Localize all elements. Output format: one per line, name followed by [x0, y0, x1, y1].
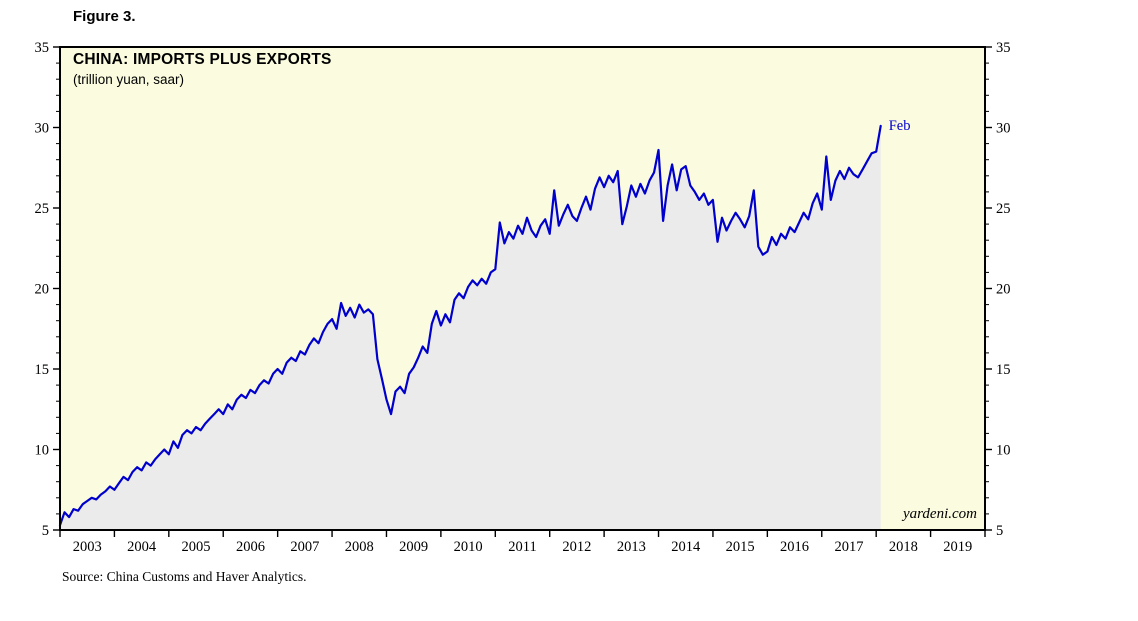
x-tick-label: 2014 [671, 539, 701, 555]
x-tick-label: 2016 [780, 539, 809, 555]
x-tick-label: 2007 [290, 539, 319, 555]
y-tick-label: 20 [996, 282, 1011, 298]
figure-label: Figure 3. [73, 8, 136, 25]
x-tick-label: 2010 [454, 539, 483, 555]
x-tick-label: 2015 [726, 539, 755, 555]
series-line [58, 124, 882, 527]
chart-title: CHINA: IMPORTS PLUS EXPORTS [73, 51, 332, 68]
x-tick-label: 2013 [617, 539, 646, 555]
y-tick-label: 25 [35, 201, 50, 217]
y-tick-label: 15 [35, 362, 50, 378]
y-tick-label: 35 [996, 40, 1011, 56]
x-tick-label: 2011 [508, 539, 536, 555]
x-tick-label: 2009 [399, 539, 428, 555]
y-tick-label: 25 [996, 201, 1011, 217]
y-tick-label: 5 [42, 523, 49, 539]
x-axis: 2003 2004 2005 2006 2007 2008 2009 2010 2011 2012… [59, 530, 986, 555]
x-tick-label: 2017 [834, 539, 863, 555]
y-tick-label: 15 [996, 362, 1011, 378]
x-tick-label: 2006 [236, 539, 265, 555]
y-axis-left: 5 10 15 20 25 30 35 [35, 40, 60, 539]
x-tick-label: 2003 [73, 539, 102, 555]
x-tick-label: 2008 [345, 539, 374, 555]
source-note: Source: China Customs and Haver Analytic… [62, 569, 307, 584]
y-tick-label: 10 [996, 443, 1011, 459]
y-tick-label: 20 [35, 282, 50, 298]
watermark: yardeni.com [902, 506, 977, 522]
y-tick-label: 30 [35, 121, 50, 137]
y-tick-label: 10 [35, 443, 50, 459]
series-area-fill [60, 125, 881, 531]
x-tick-label: 2004 [127, 539, 157, 555]
y-tick-label: 5 [996, 523, 1003, 539]
x-tick-label: 2018 [889, 539, 918, 555]
chart-subtitle: (trillion yuan, saar) [73, 72, 185, 87]
y-tick-label: 35 [35, 40, 50, 56]
y-tick-label: 30 [996, 121, 1011, 137]
x-tick-label: 2005 [182, 539, 211, 555]
x-tick-label: 2012 [562, 539, 591, 555]
latest-point-annotation: Feb [889, 118, 911, 134]
y-axis-right: 5 10 15 20 25 30 35 [985, 40, 1011, 539]
x-tick-label: 2019 [943, 539, 972, 555]
